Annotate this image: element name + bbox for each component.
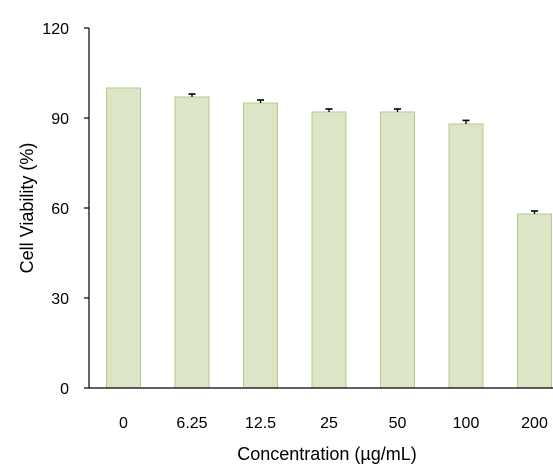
- y-tick-label: 0: [60, 381, 69, 398]
- bar-50: [380, 111, 415, 389]
- y-tick-label: 30: [51, 291, 69, 308]
- error-bar-50: [394, 108, 401, 112]
- bar-12.5: [243, 102, 278, 389]
- y-tick-label: 90: [51, 111, 69, 128]
- y-tick-label: 120: [42, 21, 69, 38]
- bars-group: [106, 87, 552, 389]
- x-tick-label: 25: [320, 415, 338, 432]
- error-bars-group: [188, 93, 538, 214]
- y-axis-label: Cell Viability (%): [17, 143, 37, 274]
- x-tick-label: 6.25: [176, 415, 207, 432]
- x-tick-label: 100: [453, 415, 480, 432]
- bar-25: [311, 111, 347, 389]
- bar-6.25: [174, 96, 210, 389]
- x-tick-label: 50: [389, 415, 407, 432]
- x-axis-label: Concentration (µg/mL): [237, 444, 416, 464]
- bar-100: [448, 123, 484, 389]
- bar-200: [517, 213, 552, 389]
- error-bar-12.5: [257, 99, 264, 103]
- y-axis-ticks: 0 30 60 90 120: [42, 21, 89, 398]
- x-tick-label: 200: [521, 415, 548, 432]
- x-axis-ticks: 0 6.25 12.5 25 50 100 200: [119, 415, 548, 432]
- error-bar-200: [531, 210, 538, 214]
- x-tick-label: 0: [119, 415, 128, 432]
- error-bar-25: [325, 108, 333, 112]
- error-bar-100: [462, 119, 470, 124]
- error-bar-6.25: [188, 93, 196, 97]
- y-tick-label: 60: [51, 201, 69, 218]
- x-tick-label: 12.5: [245, 415, 276, 432]
- bar-0: [106, 87, 141, 389]
